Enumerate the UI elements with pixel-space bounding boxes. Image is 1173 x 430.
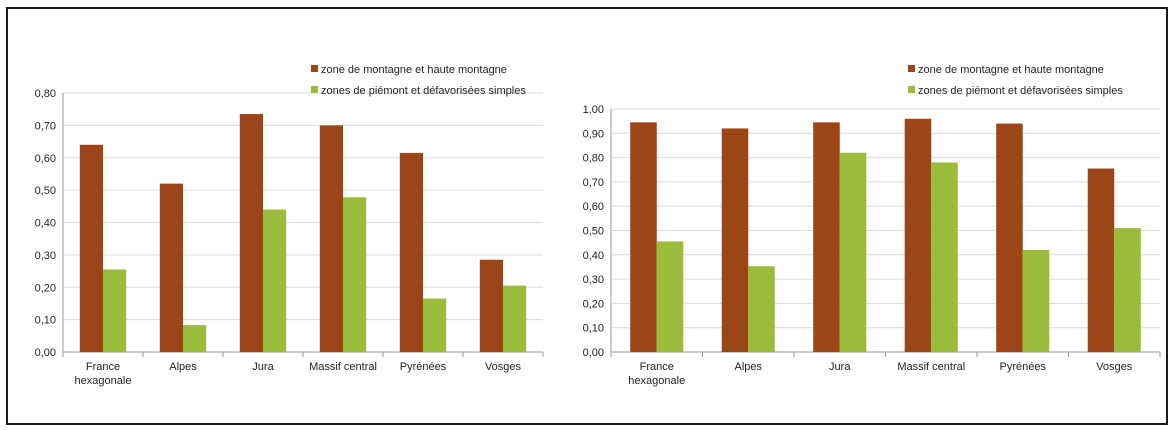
figure-frame [6,7,1168,425]
bar [343,197,367,352]
y-tick-label: 0,60 [583,201,604,213]
y-tick-label: 0,70 [35,120,56,132]
x-category-label: Massif central [309,361,377,373]
y-tick-label: 0,00 [583,347,604,359]
bar [656,241,684,352]
y-tick-label: 0,10 [583,323,604,335]
legend-swatch [311,86,318,93]
x-category-label: Vosges [485,361,522,373]
x-category-label: hexagonale [628,375,685,387]
y-tick-label: 0,10 [35,315,56,327]
x-category-label: France [86,361,120,373]
legend-label: zone de montagne et haute montagne [918,64,1104,76]
bar [79,144,103,352]
y-tick-label: 0,40 [583,250,604,262]
x-category-label: hexagonale [75,375,132,387]
bar [904,118,932,352]
bar [479,259,503,352]
y-tick-label: 0,40 [35,218,56,230]
bar [630,122,657,353]
y-tick-label: 0,70 [583,177,604,189]
bar [183,325,207,352]
x-category-label: Alpes [734,361,762,373]
y-tick-label: 1,00 [583,104,604,116]
legend-swatch [908,86,915,93]
bar [931,162,958,352]
bar [721,128,749,352]
legend-label: zones de piémont et défavorisées simples [321,85,526,97]
bar [103,269,127,352]
y-tick-label: 0,50 [583,226,604,238]
bar [748,266,775,352]
y-tick-label: 0,80 [35,88,56,100]
bar [1114,228,1141,352]
x-category-label: Massif central [897,361,965,373]
bar [263,209,287,352]
y-tick-label: 0,60 [35,153,56,165]
x-category-label: France [640,361,674,373]
y-tick-label: 0,30 [583,274,604,286]
legend-swatch [908,65,915,72]
x-category-label: Pyrénées [1000,361,1047,373]
bar [839,152,867,352]
y-tick-label: 0,20 [583,298,604,310]
y-tick-label: 0,20 [35,282,56,294]
x-category-label: Pyrénées [400,361,447,373]
x-category-label: Alpes [169,361,197,373]
bar [423,298,447,352]
legend-label: zone de montagne et haute montagne [321,64,507,76]
y-tick-label: 0,80 [583,153,604,165]
y-tick-label: 0,90 [583,128,604,140]
bar [1022,249,1050,352]
bar [239,114,263,352]
legend-label: zones de piémont et défavorisées simples [918,85,1123,97]
x-category-label: Jura [252,361,274,373]
y-tick-label: 0,00 [35,347,56,359]
bar [996,123,1023,352]
x-category-label: Jura [829,361,851,373]
bar [503,285,527,352]
bar [159,183,183,352]
y-tick-label: 0,50 [35,185,56,197]
x-category-label: Vosges [1096,361,1133,373]
y-tick-label: 0,30 [35,250,56,262]
bar [1087,168,1115,352]
bar [399,152,423,352]
bar [813,122,840,353]
legend-swatch [311,65,318,72]
bar [319,125,343,352]
